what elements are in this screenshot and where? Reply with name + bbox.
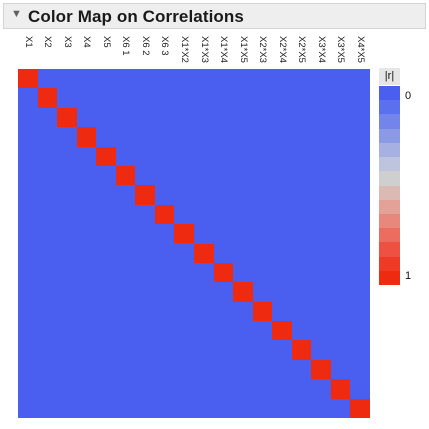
column-label: X6 2 [135, 36, 154, 70]
legend-swatch [379, 199, 400, 215]
heatmap-cell [213, 262, 234, 283]
legend-swatch [379, 242, 400, 258]
heatmap-cell [291, 340, 312, 360]
column-label-text: X3 [61, 36, 73, 48]
column-label: X3*X4 [311, 36, 330, 70]
column-label: X1*X2 [174, 36, 193, 70]
column-label: X3*X5 [331, 36, 350, 70]
heatmap-cell [37, 88, 58, 108]
panel-header[interactable]: ▼ Color Map on Correlations [3, 3, 426, 29]
legend-swatch [379, 228, 400, 243]
heatmap-cell [76, 127, 97, 147]
legend-swatch [379, 270, 400, 286]
legend-swatch [379, 114, 400, 130]
heatmap-cell [272, 321, 292, 341]
column-label: X1*X5 [233, 36, 252, 70]
column-label-text: X3*X5 [335, 36, 347, 63]
heatmap-cell [18, 69, 38, 89]
column-label: X5 [96, 36, 115, 70]
column-label: X6 3 [155, 36, 174, 70]
heatmap-cell [233, 282, 253, 302]
column-label-text: X6 1 [120, 36, 132, 56]
column-label: X2*X5 [292, 36, 311, 70]
column-labels: X1 X2 X3 X4 X5 X6 1 X6 2 X6 3 X1*X2 X1*X3 X1*X4 X1*… [18, 36, 370, 70]
column-label: X1 [18, 36, 37, 70]
heatmap-cell [115, 165, 136, 186]
column-label-text: X2*X5 [296, 36, 308, 63]
heatmap-cell [135, 185, 155, 205]
legend-swatch [379, 256, 400, 272]
legend-swatch [379, 171, 400, 186]
column-label-text: X5 [100, 36, 112, 48]
column-label-text: X4*X5 [354, 36, 366, 63]
legend-swatch [379, 100, 400, 115]
column-label-text: X6 3 [159, 36, 171, 56]
column-label: X2*X3 [253, 36, 272, 70]
column-label-text: X1 [22, 36, 34, 48]
column-label-text: X1*X2 [178, 36, 190, 63]
heatmap-cell [330, 379, 351, 399]
legend-swatch [379, 86, 400, 101]
column-label-text: X2*X3 [257, 36, 269, 63]
heatmap-cell [57, 107, 77, 128]
column-label: X1*X3 [194, 36, 213, 70]
legend-swatch [379, 213, 400, 229]
legend-swatch [379, 142, 400, 158]
correlation-heatmap [18, 69, 370, 418]
column-label: X2*X4 [272, 36, 291, 70]
column-label: X2 [38, 36, 57, 70]
legend-min-label: 0 [405, 90, 412, 102]
column-label-text: X4 [81, 36, 93, 48]
column-label-text: X2*X4 [276, 36, 288, 63]
heatmap-cell [174, 224, 194, 244]
heatmap-cell [154, 204, 175, 225]
legend-max-label: 1 [405, 270, 412, 282]
legend-swatch [379, 128, 400, 144]
column-label-text: X1*X5 [237, 36, 249, 63]
column-label-text: X1*X3 [198, 36, 210, 63]
panel-title: Color Map on Correlations [28, 7, 244, 26]
column-label-text: X3*X4 [315, 36, 327, 63]
column-label: X4*X5 [350, 36, 369, 70]
column-label: X4 [77, 36, 96, 70]
column-label-text: X1*X4 [218, 36, 230, 63]
heatmap-cell [311, 359, 331, 380]
column-label-text: X6 2 [139, 36, 151, 56]
color-legend [379, 86, 400, 286]
triangle-down-icon[interactable]: ▼ [11, 8, 22, 20]
column-label: X1*X4 [214, 36, 233, 70]
column-label: X6 1 [116, 36, 135, 70]
legend-swatch [379, 185, 400, 201]
legend-swatch [379, 157, 400, 172]
column-label-text: X2 [42, 36, 54, 48]
heatmap-cell [194, 243, 214, 263]
column-label: X3 [57, 36, 76, 70]
heatmap-cell [96, 146, 116, 166]
heatmap-cell [350, 398, 370, 418]
heatmap-cell [252, 301, 273, 322]
legend-header: |r| [379, 68, 400, 85]
